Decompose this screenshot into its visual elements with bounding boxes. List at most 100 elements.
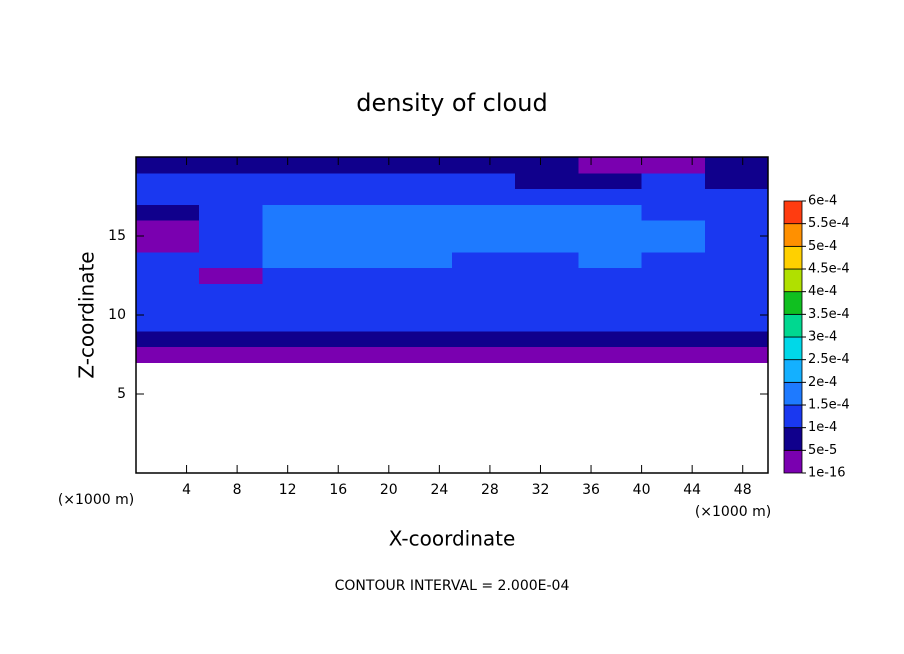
contour-cell [641,315,706,332]
contour-cell [262,188,327,205]
contour-cell [388,267,453,284]
colorbar-label: 2e-4 [808,375,837,390]
contour-cell [262,330,327,348]
contour-cell [388,236,453,253]
x-tick-label: 24 [430,482,448,498]
contour-cell [704,220,769,237]
contour-cell [704,330,769,348]
contour-cell [515,299,579,316]
contour-note: CONTOUR INTERVAL = 2.000E-04 [335,578,570,594]
contour-cell [515,267,579,284]
contour-cell [262,267,327,284]
colorbar-label: 2.5e-4 [808,352,850,367]
contour-cell [262,283,327,300]
contour-cell [325,315,390,332]
contour-cell [704,188,769,205]
x-tick-label: 28 [481,482,499,498]
colorbar-label: 5e-4 [808,239,837,254]
contour-cell [262,315,327,332]
contour-cell [262,251,327,269]
contour-cell [199,283,263,300]
contour-cell [515,236,579,253]
contour-cell [199,204,263,221]
contour-cell [704,315,769,332]
colorbar-label: 4e-4 [808,284,837,299]
contour-cell [199,251,263,269]
contour-cell [578,251,643,269]
colorbar-band [783,404,803,429]
contour-cell [136,330,200,348]
contour-cell [136,236,200,253]
chart-title: density of cloud [356,89,547,117]
contour-cell [641,267,706,284]
contour-cell [262,346,327,363]
x-tick-label: 12 [279,482,297,498]
contour-cell [199,188,263,205]
contour-cell [136,188,200,205]
contour-cell [578,204,643,221]
contour-cell [136,220,200,237]
contour-cell [388,283,453,300]
contour-cell [325,267,390,284]
contour-cell [578,236,643,253]
contour-cell [199,330,263,348]
contour-cell [452,236,516,253]
x-tick-label: 36 [582,482,600,498]
contour-cell [515,172,579,190]
y-tick-label: 10 [108,307,126,323]
colorbar-label: 5e-5 [808,443,837,458]
contour-cell [704,346,769,363]
contour-cell [704,299,769,316]
x-tick-label: 16 [329,482,347,498]
contour-cell [578,283,643,300]
contour-cell [388,299,453,316]
contour-cell [515,330,579,348]
contour-cell [452,157,516,174]
x-tick-label: 20 [380,482,398,498]
contour-cell [704,236,769,253]
colorbar-label: 6e-4 [808,194,837,209]
contour-cell [704,251,769,269]
contour-cell [452,299,516,316]
contour-cell [136,172,200,190]
x-axis-label: X-coordinate [389,527,516,551]
colorbar-label: 3.5e-4 [808,307,850,322]
x-tick-label: 32 [532,482,550,498]
contour-cell [641,346,706,363]
contour-cell [578,172,643,190]
contour-cell [704,172,769,190]
colorbar-label: 4.5e-4 [808,262,850,277]
contour-cell [325,220,390,237]
contour-cell [262,172,327,190]
contour-cell [136,204,200,221]
contour-cell [199,267,263,284]
contour-cell [515,204,579,221]
contour-cell [704,267,769,284]
contour-cell [199,315,263,332]
contour-cell [388,346,453,363]
contour-cell [641,157,706,174]
colorbar-label: 3e-4 [808,330,837,345]
contour-cell [325,236,390,253]
contour-cell [199,220,263,237]
contour-cell [388,315,453,332]
contour-cell [325,330,390,348]
colorbar-band [783,427,803,451]
contour-cell [515,188,579,205]
colorbar-band [783,245,803,270]
contour-cell [452,283,516,300]
contour-cell [452,172,516,190]
contour-cell [136,157,200,174]
x-tick-label: 4 [182,482,191,498]
contour-cell [452,267,516,284]
contour-cell [515,251,579,269]
colorbar-band [783,268,803,293]
contour-cell [325,172,390,190]
contour-cell [641,172,706,190]
contour-cell [704,157,769,174]
contour-cell [325,204,390,221]
contour-cell [325,157,390,174]
y-tick-label: 5 [117,386,126,402]
